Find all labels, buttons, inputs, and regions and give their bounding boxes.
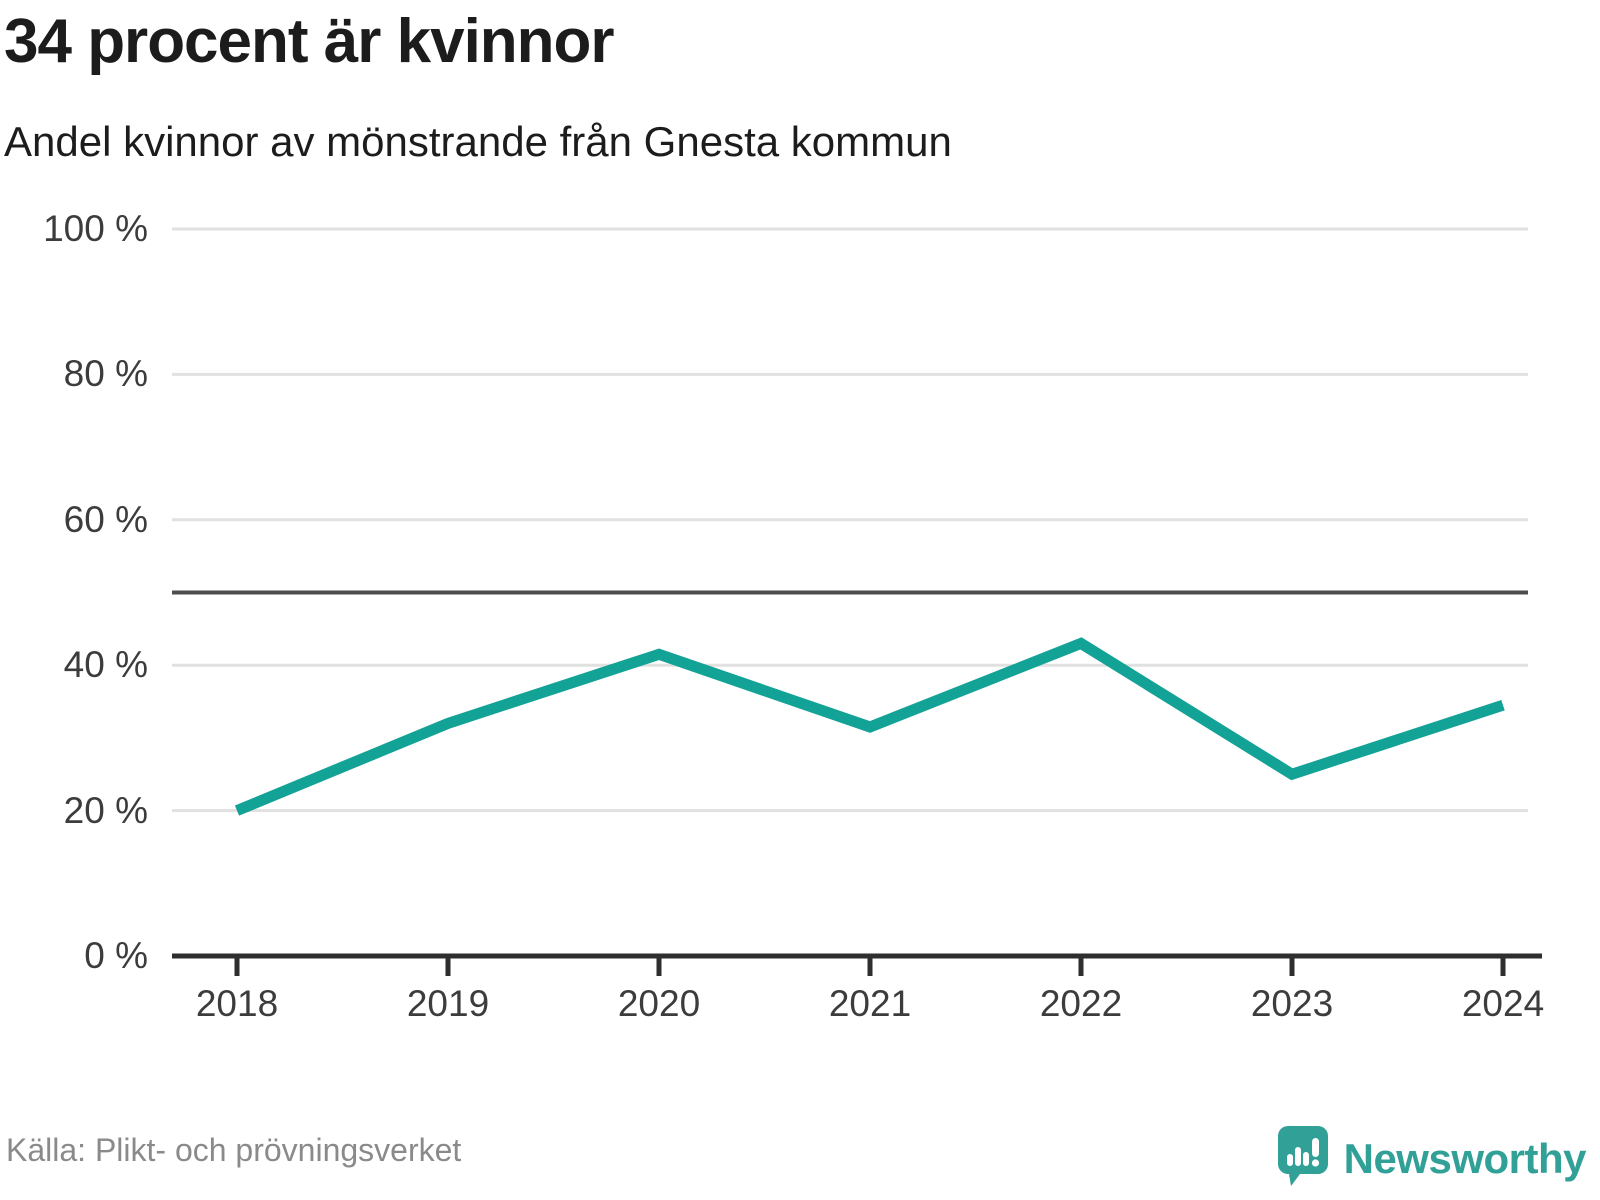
x-axis-label-2019: 2019: [406, 983, 490, 1024]
x-axis-label-2018: 2018: [195, 983, 279, 1024]
x-axis-label-2024: 2024: [1461, 983, 1545, 1024]
newsworthy-speech-bubble-bar-chart-icon: [1277, 1126, 1328, 1191]
y-axis-label-60: 60 %: [63, 498, 148, 540]
x-axis-label-2020: 2020: [617, 983, 701, 1024]
brand-wordmark: Newsworthy: [1343, 1134, 1587, 1182]
x-axis-label-2021: 2021: [828, 983, 912, 1024]
y-axis-label-80: 80 %: [63, 353, 148, 395]
y-axis-label-100: 100 %: [43, 208, 148, 249]
chart-subtitle: Andel kvinnor av mönstrande från Gnesta …: [4, 118, 952, 165]
y-axis-label-0: 0 %: [84, 935, 148, 976]
data-line-andel-kvinnor: [234, 637, 1505, 816]
y-axis-label-40: 40 %: [63, 644, 148, 686]
x-axis-label-2023: 2023: [1250, 983, 1334, 1024]
y-axis-label-20: 20 %: [63, 789, 148, 831]
chart-title: 34 procent är kvinnor: [4, 7, 615, 76]
brand-logo: Newsworthy: [1277, 1126, 1587, 1191]
x-axis-label-2022: 2022: [1039, 983, 1123, 1024]
source-note: Källa: Plikt- och prövningsverket: [6, 1132, 462, 1168]
